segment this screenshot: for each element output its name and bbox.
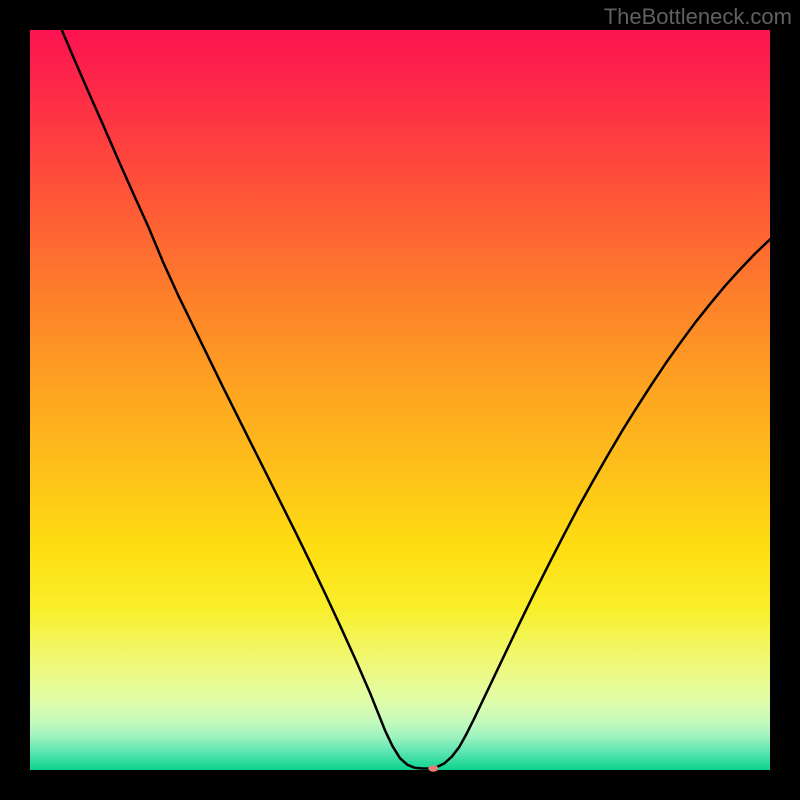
plot-area-gradient — [30, 30, 770, 770]
watermark-text: TheBottleneck.com — [604, 4, 792, 30]
bottleneck-chart — [0, 0, 800, 800]
optimal-point-marker — [428, 765, 438, 771]
